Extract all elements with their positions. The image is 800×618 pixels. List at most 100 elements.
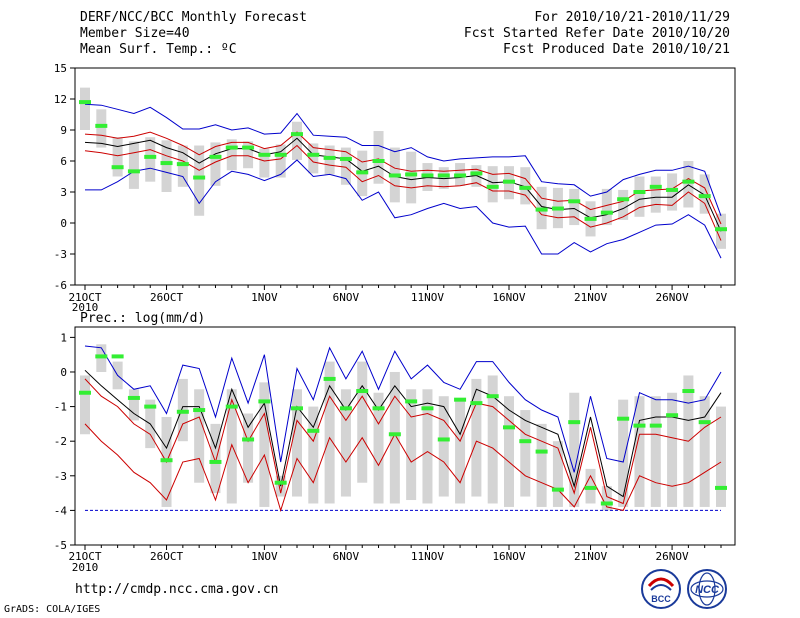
- box-day-19: [373, 392, 384, 504]
- box-day-21: [406, 151, 417, 204]
- box-day-30: [552, 441, 563, 507]
- box-day-26: [487, 375, 498, 504]
- forecast-period: For 2010/10/21-2010/11/29: [534, 10, 730, 25]
- box-day-12: [259, 382, 270, 507]
- box-day-14: [292, 121, 302, 160]
- box-day-4: [128, 141, 139, 189]
- box-day-35: [634, 176, 645, 217]
- panel1-title: Mean Surf. Temp.: ºC: [80, 42, 237, 57]
- y-tick-label: 6: [60, 155, 67, 168]
- y-tick-label: -3: [54, 470, 67, 483]
- box-day-25: [471, 378, 482, 497]
- series-lower-spread-line: [84, 423, 722, 513]
- bcc-logo-text: BCC: [651, 594, 671, 604]
- x-tick-label: 21NOV: [574, 291, 607, 304]
- x-tick-label: 21OCT: [68, 550, 101, 563]
- bcc-logo: BCC: [641, 569, 681, 609]
- box-day-9: [210, 142, 221, 186]
- x-tick-label: 16NOV: [492, 291, 525, 304]
- ncc-logo-text: NCC: [695, 584, 720, 596]
- box-day-19: [373, 131, 384, 184]
- box-day-33: [601, 486, 612, 511]
- y-tick-label: 0: [60, 366, 67, 379]
- y-tick-label: -5: [54, 539, 67, 552]
- box-day-20: [389, 371, 400, 504]
- box-day-15: [308, 143, 319, 174]
- box-day-23: [438, 396, 449, 497]
- y-tick-label: -2: [54, 435, 67, 448]
- box-day-27: [504, 396, 514, 507]
- box-day-39: [699, 174, 710, 214]
- box-day-7: [177, 145, 188, 187]
- box-day-8: [194, 145, 205, 216]
- x-tick-label: 26OCT: [150, 550, 183, 563]
- header-right: For 2010/10/21-2010/11/29 Fcst Started Re…: [464, 10, 730, 58]
- x-tick-label: 6NOV: [333, 291, 360, 304]
- ncc-logo: NCC: [687, 569, 727, 609]
- panel2-title: Prec.: log(mm/d): [80, 311, 205, 326]
- box-day-11: [243, 413, 254, 483]
- series-max-line: [84, 345, 722, 473]
- box-day-16: [324, 361, 335, 504]
- box-day-12: [259, 148, 270, 178]
- series-lower-spread-line: [84, 144, 722, 241]
- member-size: Member Size=40: [80, 26, 190, 41]
- box-day-37: [667, 392, 678, 507]
- x-tick-label: 21OCT: [68, 291, 101, 304]
- x-tick-label: 21NOV: [574, 550, 607, 563]
- box-day-13: [275, 144, 286, 178]
- box-day-2: [96, 109, 107, 148]
- series-max-line: [84, 103, 722, 216]
- box-day-39: [699, 396, 710, 507]
- fcst-started-date: Fcst Started Refer Date 2010/10/20: [463, 26, 730, 41]
- series-mean-line: [84, 369, 722, 498]
- x-tick-label: 11NOV: [411, 291, 444, 304]
- series-mean-line: [84, 137, 722, 232]
- x-tick-label: 6NOV: [333, 550, 360, 563]
- y-tick-label: -6: [54, 279, 67, 292]
- header-left: DERF/NCC/BCC Monthly Forecast Member Size…: [80, 10, 307, 58]
- box-day-1: [80, 375, 90, 435]
- x-tick-year: 2010: [72, 561, 99, 574]
- box-day-18: [357, 361, 368, 483]
- y-tick-label: 9: [60, 124, 67, 137]
- source-url[interactable]: http://cmdp.ncc.cma.gov.cn: [75, 582, 279, 597]
- x-tick-label: 26OCT: [150, 291, 183, 304]
- box-day-11: [243, 141, 254, 169]
- fcst-produced-date: Fcst Produced Date 2010/10/21: [503, 42, 730, 57]
- y-tick-label: 3: [60, 186, 67, 199]
- box-day-15: [308, 406, 319, 504]
- box-day-8: [194, 389, 205, 483]
- box-day-6: [161, 140, 172, 192]
- box-day-31: [569, 188, 580, 226]
- box-day-24: [455, 399, 466, 504]
- plot-frame: [74, 326, 736, 546]
- box-day-28: [520, 167, 531, 205]
- box-day-5: [145, 137, 156, 182]
- x-tick-label: 26NOV: [656, 550, 689, 563]
- series-upper-spread-line: [84, 131, 722, 225]
- box-day-22: [422, 389, 433, 504]
- box-day-31: [569, 392, 580, 507]
- x-tick-year: 2010: [72, 301, 99, 314]
- y-tick-label: 0: [60, 217, 67, 230]
- box-day-35: [634, 396, 645, 507]
- chart-title: DERF/NCC/BCC Monthly Forecast: [80, 10, 307, 25]
- y-tick-label: 15: [54, 62, 67, 75]
- y-tick-label: -1: [54, 401, 67, 414]
- x-tick-label: 16NOV: [492, 550, 525, 563]
- y-tick-label: -3: [54, 248, 67, 261]
- grads-credit: GrADS: COLA/IGES: [4, 604, 101, 615]
- box-day-3: [112, 137, 123, 177]
- box-day-29: [536, 423, 547, 507]
- box-day-34: [618, 399, 629, 507]
- box-day-17: [340, 389, 351, 497]
- plot-frame: [74, 67, 736, 286]
- box-day-40: [716, 406, 726, 507]
- box-day-23: [438, 167, 449, 189]
- box-day-16: [324, 145, 335, 175]
- x-tick-label: 11NOV: [411, 550, 444, 563]
